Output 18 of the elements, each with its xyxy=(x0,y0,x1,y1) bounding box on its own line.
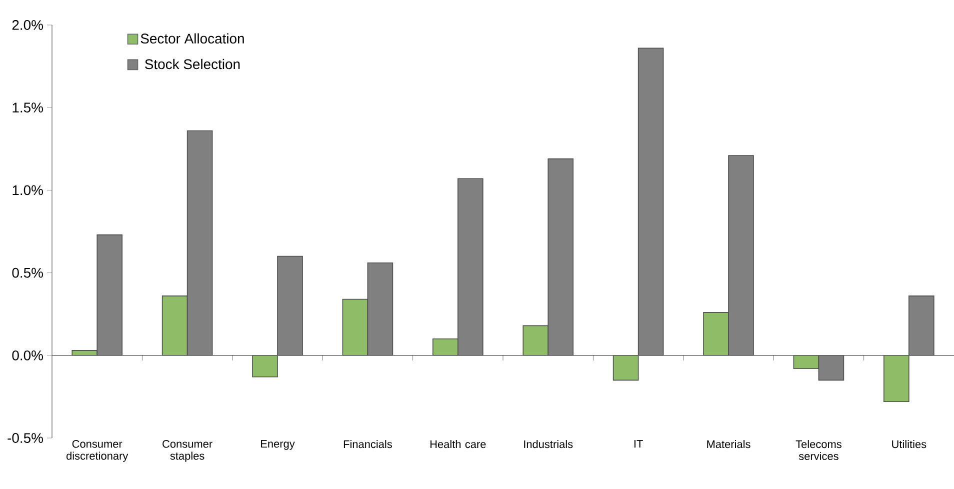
x-tick-label: Utilities xyxy=(892,440,926,448)
x-tick-label: Financials xyxy=(344,440,392,448)
y-tick-label: 2.0% xyxy=(12,20,43,30)
x-tick-label: Materials xyxy=(707,440,750,448)
y-tick-label: -0.5% xyxy=(8,433,43,443)
legend-label: Stock Selection xyxy=(145,58,240,70)
y-tick-label: 1.0% xyxy=(12,185,43,196)
y-tick-label: 0.0% xyxy=(12,350,43,360)
y-tick-label: 1.5% xyxy=(12,102,43,113)
x-tick-label: Telecoms services xyxy=(796,440,842,460)
x-tick-label: Consumer discretionary xyxy=(66,440,128,462)
legend-label: Sector Allocation xyxy=(140,33,244,44)
x-tick-label: IT xyxy=(634,440,643,448)
x-tick-label: Industrials xyxy=(524,440,573,448)
y-tick-label: 0.5% xyxy=(12,268,43,278)
x-tick-label: Energy xyxy=(261,440,295,450)
x-tick-label: Consumer staples xyxy=(162,440,212,462)
x-tick-label: Health care xyxy=(430,440,486,448)
